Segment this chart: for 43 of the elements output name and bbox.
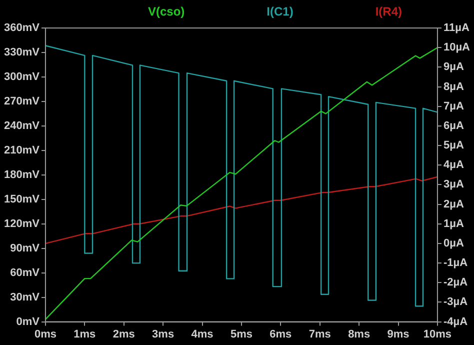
x-tick-label: 0ms (34, 328, 56, 340)
y-tick-label: 150mV (4, 193, 40, 206)
y2-tick-label: -1µA (443, 257, 468, 270)
y2-tick-label: 3µA (443, 178, 464, 191)
y2-tick-label: 5µA (443, 140, 464, 152)
y-tick-label: 90mV (10, 242, 40, 254)
y2-tick-label: 9µA (443, 61, 464, 74)
y2-tick-label: -3µA (443, 296, 468, 308)
y-tick-label: 180mV (4, 168, 40, 181)
x-tick-label: 3ms (152, 328, 174, 340)
x-tick-label: 6ms (270, 328, 292, 340)
x-tick-label: 9ms (387, 328, 410, 340)
y2-tick-label: 10µA (443, 42, 470, 54)
y-tick-label: 330mV (4, 46, 40, 59)
y2-tick-label: -4µA (443, 316, 468, 328)
x-tick-label: 10ms (423, 328, 452, 340)
text: I(C1) (266, 4, 294, 18)
y2-tick-label: 1µA (443, 218, 464, 230)
y-tick-label: 60mV (10, 266, 40, 279)
text: V(cso) (148, 4, 185, 18)
y2-tick-label: 8µA (443, 80, 464, 93)
y2-tick-label: 0µA (443, 237, 464, 250)
x-tick-label: 5ms (230, 328, 252, 340)
y2-tick-label: -2µA (443, 276, 468, 289)
y2-tick-label: 11µA (443, 22, 470, 34)
y2-tick-label: 4µA (443, 159, 464, 172)
x-tick-label: 4ms (191, 328, 214, 340)
y2-tick-label: 7µA (443, 100, 464, 112)
y-tick-label: 270mV (4, 95, 40, 108)
x-tick-label: 8ms (348, 328, 370, 340)
y-tick-label: 0mV (16, 316, 40, 328)
y-tick-label: 120mV (4, 218, 40, 230)
y-tick-label: 30mV (10, 291, 40, 304)
x-tick-label: 7ms (308, 328, 331, 340)
x-tick-label: 1ms (74, 328, 96, 340)
x-tick-label: 2ms (112, 328, 135, 340)
y-tick-label: 360mV (4, 22, 40, 34)
y-tick-label: 240mV (4, 120, 40, 132)
text: I(R4) (375, 4, 402, 18)
y2-tick-label: 6µA (443, 120, 464, 132)
y-tick-label: 300mV (4, 71, 40, 83)
y2-tick-label: 2µA (443, 198, 464, 210)
y-tick-label: 210mV (4, 144, 40, 156)
